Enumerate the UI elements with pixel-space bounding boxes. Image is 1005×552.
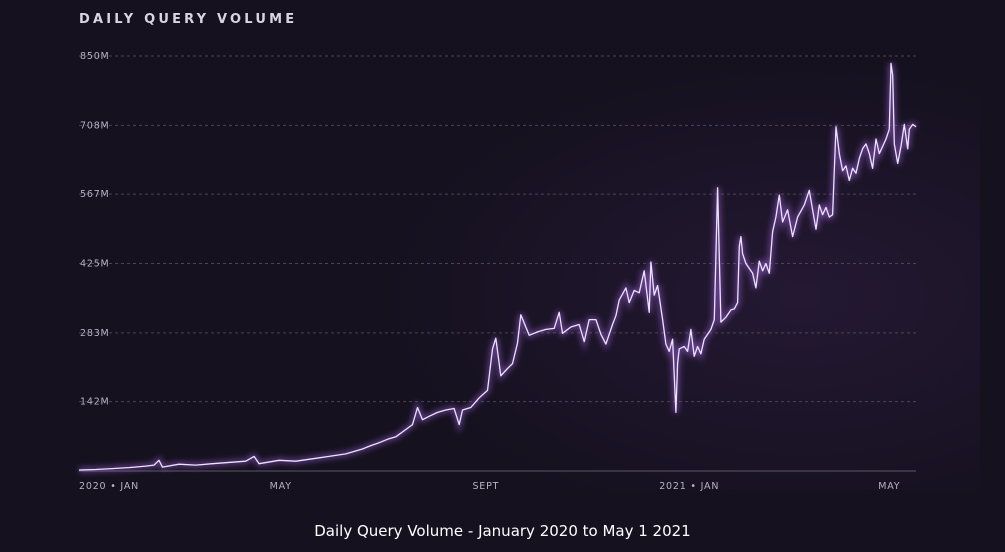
chart-svg: 142M 283M 425M 567M 708M 850M 2020 • JAN MAY SE…: [78, 51, 918, 492]
x-tick-label: MAY: [878, 481, 900, 492]
y-tick-label: 708M: [80, 120, 110, 131]
series-glow-0: [78, 62, 918, 473]
y-tick-label: 283M: [80, 328, 110, 339]
x-tick-label: 2021 • JAN: [659, 481, 719, 492]
y-axis-ticks: 142M 283M 425M 567M 708M 850M: [80, 51, 110, 408]
chart-title: DAILY QUERY VOLUME: [79, 12, 298, 27]
series-lines: [78, 62, 918, 473]
series-line-0: [78, 62, 917, 471]
x-tick-label: MAY: [270, 481, 292, 492]
y-tick-label: 850M: [80, 51, 110, 62]
y-tick-label: 425M: [80, 259, 110, 270]
y-tick-label: 142M: [80, 397, 110, 408]
x-tick-label: SEPT: [472, 481, 499, 492]
x-axis-ticks: 2020 • JAN MAY SEPT 2021 • JAN MAY: [79, 481, 900, 492]
y-tick-label: 567M: [80, 189, 110, 200]
chart-caption: Daily Query Volume - January 2020 to May…: [314, 522, 691, 540]
gridlines: [79, 55, 916, 403]
x-tick-label: 2020 • JAN: [79, 481, 139, 492]
